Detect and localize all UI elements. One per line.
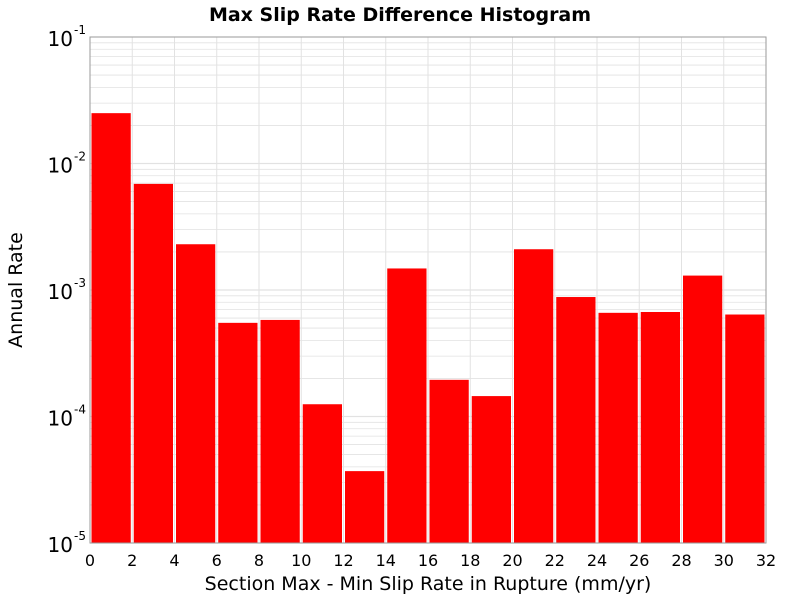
y-tick-base: 10 bbox=[48, 533, 73, 557]
x-tick-label: 22 bbox=[545, 551, 565, 570]
x-tick-label: 10 bbox=[291, 551, 311, 570]
histogram-bar bbox=[429, 379, 469, 543]
y-tick-base: 10 bbox=[48, 280, 73, 304]
y-tick-label: 10 -1 bbox=[48, 23, 86, 51]
x-tick-label: 16 bbox=[418, 551, 438, 570]
x-tick-label: 32 bbox=[756, 551, 776, 570]
histogram-bar bbox=[725, 314, 765, 543]
plot-border bbox=[89, 36, 767, 544]
x-tick-label: 20 bbox=[502, 551, 522, 570]
x-tick-label: 8 bbox=[254, 551, 264, 570]
y-axis-label: Annual Rate bbox=[5, 232, 27, 348]
chart-title: Max Slip Rate Difference Histogram bbox=[209, 4, 591, 26]
histogram-bar bbox=[91, 113, 131, 544]
y-tick-exponent: -3 bbox=[74, 276, 86, 290]
x-tick-label: 0 bbox=[85, 551, 95, 570]
histogram-bar bbox=[598, 312, 638, 543]
x-tick-label: 28 bbox=[671, 551, 691, 570]
y-tick-exponent: -5 bbox=[74, 529, 86, 543]
x-tick-label: 30 bbox=[714, 551, 734, 570]
x-tick-label: 14 bbox=[376, 551, 396, 570]
plot-frame bbox=[89, 36, 767, 544]
x-tick-label: 2 bbox=[127, 551, 137, 570]
x-tick-label: 4 bbox=[169, 551, 179, 570]
histogram-bar bbox=[345, 471, 385, 543]
histogram-bar bbox=[302, 404, 342, 543]
histogram-bar bbox=[387, 268, 427, 543]
y-tick-exponent: -1 bbox=[74, 23, 86, 37]
histogram-bar bbox=[260, 319, 300, 543]
y-tick-base: 10 bbox=[48, 407, 73, 431]
y-tick-exponent: -4 bbox=[74, 403, 86, 417]
histogram-bar bbox=[133, 183, 173, 543]
x-axis-label: Section Max - Min Slip Rate in Rupture (… bbox=[205, 573, 652, 595]
histogram-bar bbox=[683, 275, 723, 543]
histogram-bar bbox=[471, 396, 511, 543]
x-tick-label: 18 bbox=[460, 551, 480, 570]
y-tick-labels: 10-510-410-310-210-1 bbox=[48, 23, 86, 557]
y-tick-label: 10 -4 bbox=[48, 403, 86, 431]
x-tick-label: 6 bbox=[212, 551, 222, 570]
x-tick-label: 26 bbox=[629, 551, 649, 570]
y-tick-base: 10 bbox=[48, 154, 73, 178]
histogram-bar bbox=[556, 297, 596, 543]
histogram-bar bbox=[640, 312, 680, 543]
y-tick-label: 10 -5 bbox=[48, 529, 86, 557]
bars-layer bbox=[91, 113, 765, 544]
y-tick-label: 10 -2 bbox=[48, 150, 86, 178]
y-tick-exponent: -2 bbox=[74, 150, 86, 164]
y-tick-base: 10 bbox=[48, 27, 73, 51]
y-tick-label: 10 -3 bbox=[48, 276, 86, 304]
histogram-bar bbox=[514, 249, 554, 543]
x-tick-label: 12 bbox=[333, 551, 353, 570]
x-tick-labels: 0 2 4 6 8 10 12 14 16 18 20 22 24 26 28 30 32 bbox=[85, 551, 776, 570]
histogram-bar bbox=[218, 322, 258, 543]
histogram-bar bbox=[176, 244, 216, 543]
x-tick-label: 24 bbox=[587, 551, 607, 570]
